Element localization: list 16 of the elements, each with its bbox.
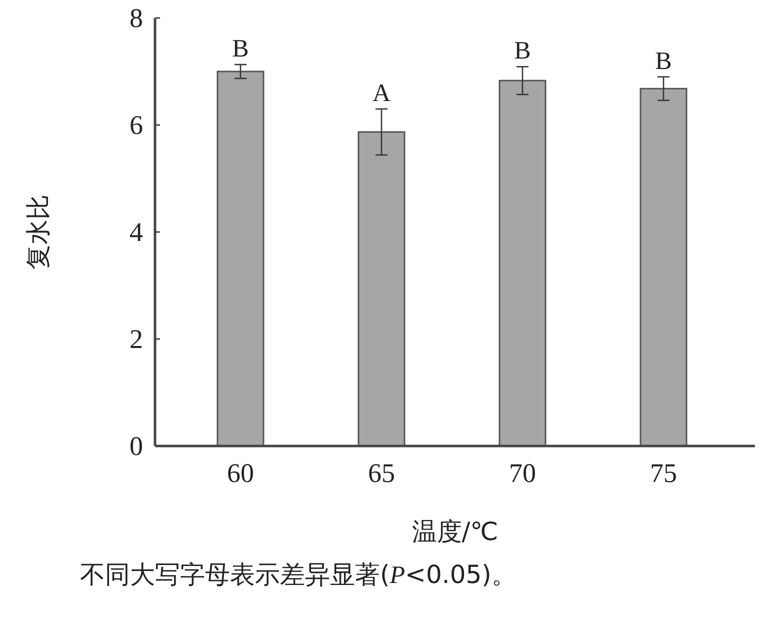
y-tick-label: 0 bbox=[130, 431, 143, 461]
annotation: A bbox=[372, 80, 391, 107]
annotation: B bbox=[655, 48, 672, 75]
y-tick-label: 6 bbox=[130, 110, 143, 140]
annotation: B bbox=[514, 38, 531, 65]
y-tick-label: 4 bbox=[130, 217, 144, 247]
x-tick-label: 70 bbox=[509, 458, 536, 488]
x-tick-label: 75 bbox=[650, 458, 677, 488]
text: 不同大写字母表示差异显著(P<0.05)。 bbox=[80, 560, 516, 589]
y-tick-label: 8 bbox=[130, 3, 143, 33]
x-tick-label: 60 bbox=[227, 458, 254, 488]
annotation: B bbox=[232, 36, 249, 63]
x-axis-title: 温度/℃ bbox=[412, 517, 498, 546]
x-tick-label: 65 bbox=[368, 458, 395, 488]
y-tick-label: 2 bbox=[130, 324, 143, 354]
y-axis-title: 复水比 bbox=[24, 194, 52, 270]
